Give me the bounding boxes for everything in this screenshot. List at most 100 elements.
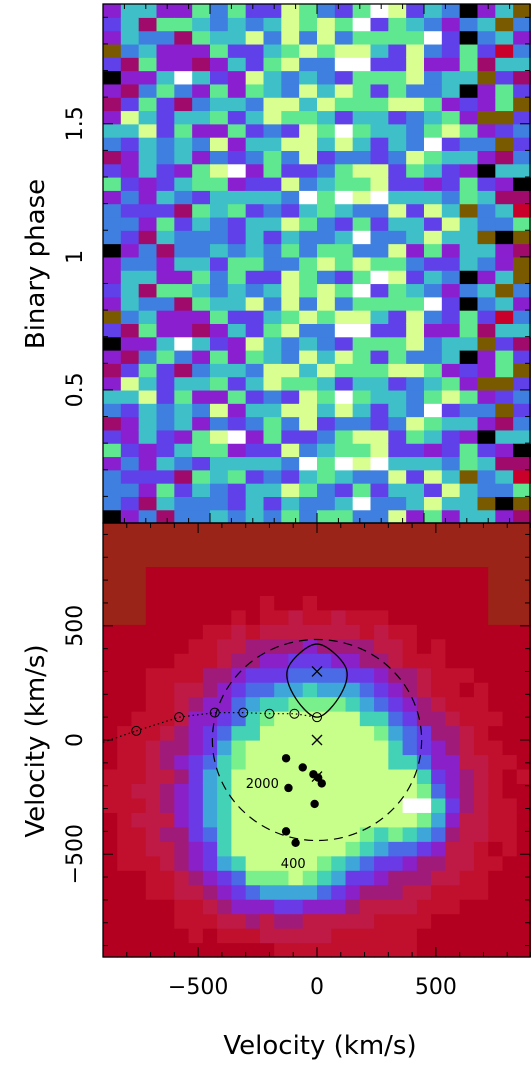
tomogram-cell	[402, 566, 418, 582]
spectrum-cell	[424, 203, 443, 218]
tomogram-cell	[345, 841, 361, 857]
tomogram-cell	[231, 537, 247, 553]
spectrum-cell	[388, 443, 407, 458]
tomogram-cell	[274, 870, 290, 886]
tomogram-cell	[103, 595, 118, 611]
spectrum-cell	[459, 469, 479, 484]
spectrum-cell	[156, 30, 175, 45]
tomogram-cell	[145, 595, 161, 611]
spectrum-cell	[192, 509, 211, 524]
spectrum-cell	[424, 483, 443, 497]
tomogram-cell	[516, 580, 531, 596]
spectrum-cell	[281, 443, 300, 458]
tomogram-cell	[217, 580, 232, 596]
spectrum-cell	[388, 363, 407, 378]
spectrum-cell	[263, 243, 282, 258]
tomogram-cell	[459, 523, 475, 539]
tomogram-cell	[174, 638, 190, 654]
tomogram-cell	[103, 740, 118, 756]
spectrum-cell	[441, 416, 461, 431]
spectrum-cell	[459, 456, 479, 471]
spectrum-cell	[370, 296, 389, 311]
tomogram-cell	[388, 696, 404, 712]
tomogram-cell	[302, 551, 318, 567]
spectrum-cell	[299, 203, 318, 218]
spectrum-cell	[103, 123, 122, 138]
spectrum-cell	[370, 389, 389, 404]
spectrum-cell	[334, 296, 354, 311]
spectrum-cell	[263, 203, 282, 218]
tomogram-cell	[103, 624, 118, 640]
spectrum-cell	[210, 177, 229, 191]
tomogram-cell	[160, 783, 175, 799]
spectrum-cell	[263, 403, 282, 418]
tomogram-cell	[317, 595, 332, 611]
spectrum-cell	[174, 416, 193, 431]
spectrum-cell	[245, 123, 265, 138]
trailed-spectra-heatmap	[103, 4, 531, 524]
spectrum-cell	[138, 323, 158, 338]
tomogram-cell	[445, 551, 461, 567]
spectrum-cell	[317, 216, 336, 231]
spectrum-cell	[495, 509, 514, 524]
spectrum-cell	[263, 137, 282, 151]
tomogram-cell	[259, 696, 275, 712]
stream-filled-marker	[298, 763, 307, 772]
tomogram-cell	[302, 899, 318, 915]
spectrum-cell	[120, 110, 140, 125]
spectrum-cell	[352, 83, 372, 98]
tomogram-cell	[202, 826, 218, 842]
spectrum-cell	[441, 123, 461, 138]
tomogram-cell	[416, 841, 432, 857]
tomogram-cell	[459, 913, 475, 929]
tomogram-cell	[145, 754, 161, 770]
tomogram-cell	[402, 855, 418, 871]
tomogram-cell	[302, 711, 318, 727]
tomogram-cell	[459, 942, 475, 958]
tomogram-cell	[388, 566, 404, 582]
spectrum-cell	[192, 443, 211, 458]
spectrum-cell	[227, 336, 247, 351]
spectrum-cell	[441, 403, 461, 418]
tomogram-cell	[345, 754, 361, 770]
tomogram-cell	[202, 624, 218, 640]
tomogram-cell	[245, 768, 261, 784]
spectrum-cell	[245, 483, 265, 497]
spectrum-cell	[477, 163, 496, 178]
spectrum-cell	[370, 363, 389, 378]
spectrum-cell	[281, 350, 300, 364]
spectrum-cell	[156, 163, 175, 178]
spectrum-cell	[156, 70, 175, 85]
tomogram-cell	[259, 826, 275, 842]
spectrum-cell	[245, 403, 265, 418]
tomogram-cell	[388, 638, 404, 654]
spectrum-cell	[299, 336, 318, 351]
tomogram-cell	[245, 595, 261, 611]
spectrum-cell	[263, 416, 282, 431]
spectrum-cell	[210, 270, 229, 285]
spectrum-cell	[281, 363, 300, 378]
tomogram-cell	[117, 797, 133, 813]
spectrum-cell	[317, 363, 336, 378]
spectrum-cell	[370, 190, 389, 205]
spectrum-cell	[334, 177, 354, 191]
spectrum-cell	[103, 97, 122, 112]
tomogram-cell	[245, 740, 261, 756]
spectrum-cell	[103, 203, 122, 218]
tomogram-cell	[174, 711, 190, 727]
tomogram-cell	[174, 841, 190, 857]
spectrum-cell	[174, 17, 193, 32]
tomogram-cell	[431, 566, 446, 582]
spectrum-cell	[120, 416, 140, 431]
spectrum-cell	[245, 323, 265, 338]
spectrum-cell	[120, 230, 140, 245]
spectrum-cell	[441, 509, 461, 524]
spectrum-cell	[299, 70, 318, 85]
spectrum-cell	[424, 403, 443, 418]
tomogram-cell	[502, 740, 518, 756]
spectrum-cell	[477, 177, 496, 191]
tomogram-cell	[345, 855, 361, 871]
tomogram-cell	[516, 725, 531, 741]
tomogram-cell	[288, 725, 304, 741]
spectrum-cell	[441, 43, 461, 58]
